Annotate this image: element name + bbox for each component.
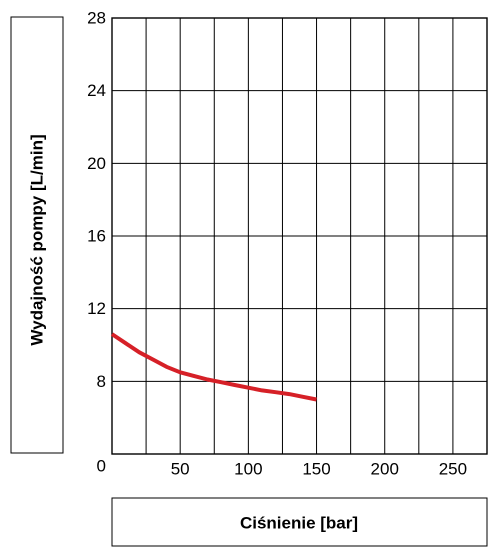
x-axis-title: Ciśnienie [bar] xyxy=(240,514,358,533)
x-axis-title-box xyxy=(111,497,488,547)
plot-frame xyxy=(111,17,488,455)
y-axis-title-box xyxy=(10,16,64,454)
x-tick-label: 150 xyxy=(302,460,330,479)
series-layer xyxy=(110,332,317,402)
y-tick-label: 8 xyxy=(97,372,106,391)
y-tick-label: 28 xyxy=(87,9,106,28)
origin-label: 0 xyxy=(97,457,106,476)
grid xyxy=(112,18,487,454)
series-line xyxy=(110,332,317,402)
y-axis-title: Wydajność pompy [L/min] xyxy=(28,134,47,345)
x-tick-label: 200 xyxy=(371,460,399,479)
x-tick-label: 50 xyxy=(171,460,190,479)
x-tick-label: 250 xyxy=(439,460,467,479)
y-tick-label: 20 xyxy=(87,154,106,173)
x-tick-label: 100 xyxy=(234,460,262,479)
y-tick-label: 16 xyxy=(87,227,106,246)
tick-labels: 50 100 150 200 250 28 24 20 16 12 8 0 xyxy=(87,9,467,479)
y-tick-label: 24 xyxy=(87,81,106,100)
y-tick-label: 12 xyxy=(87,299,106,318)
